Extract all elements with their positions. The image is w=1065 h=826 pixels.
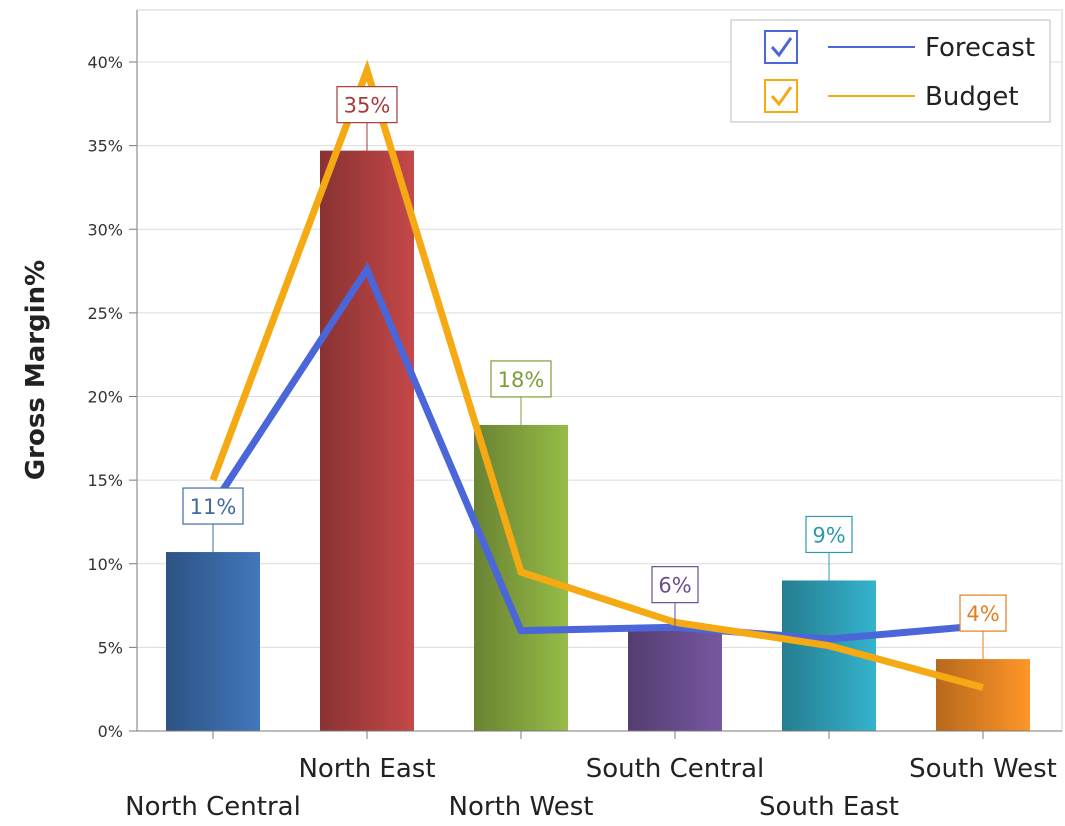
legend-checkbox[interactable] (764, 30, 798, 64)
x-tick-label: North West (449, 792, 594, 822)
y-tick-label: 35% (87, 137, 123, 156)
x-tick-label: South Central (586, 754, 765, 784)
x-axis: North Central North East North West South C… (125, 730, 1062, 822)
data-label: 9% (812, 523, 845, 547)
data-label-box (959, 594, 1007, 632)
data-label: 4% (966, 602, 999, 626)
line-forecast (210, 261, 984, 643)
lines (209, 59, 984, 691)
data-label-box (182, 487, 244, 525)
y-tick-label: 15% (87, 471, 123, 490)
bar-south-central (628, 630, 722, 731)
y-tick-label: 40% (87, 53, 123, 72)
y-tick-label: 30% (87, 220, 123, 239)
y-tick-label: 5% (98, 638, 123, 657)
legend-label: Budget (925, 82, 1019, 112)
data-label: 11% (190, 495, 237, 519)
legend-label: Forecast (925, 33, 1035, 63)
legend-item-budget[interactable]: Budget (764, 79, 1019, 113)
y-tick-label: 10% (87, 555, 123, 574)
bar-south-west (936, 659, 1030, 731)
y-axis: 0% 5% 10% 15% 20% 25% 30% 35% 40% (87, 10, 138, 741)
legend: Forecast Budget (730, 19, 1051, 123)
y-tick-label: 20% (87, 388, 123, 407)
y-tick-label: 0% (98, 722, 123, 741)
data-label-box (490, 360, 552, 398)
x-tick-label: South West (909, 754, 1057, 784)
data-label: 35% (344, 94, 391, 118)
check-icon (770, 86, 793, 107)
y-tick-label: 25% (87, 304, 123, 323)
data-label-box (336, 86, 398, 124)
y-axis-title: Gross Margin% (21, 260, 51, 480)
check-icon (770, 37, 793, 58)
x-tick-label: South East (759, 792, 899, 822)
data-label-box (805, 515, 853, 554)
legend-checkbox[interactable] (764, 79, 798, 113)
bar-north-east (320, 150, 414, 731)
legend-item-forecast[interactable]: Forecast (764, 30, 1035, 64)
data-labels: 11% 35% 18% 6% 9% 4% (182, 86, 1007, 660)
x-tick-label: North East (298, 754, 435, 784)
data-label-box (651, 566, 699, 604)
bars (166, 150, 1030, 731)
bar-north-central (166, 552, 260, 731)
x-tick-label: North Central (125, 792, 301, 822)
data-label: 18% (498, 368, 545, 392)
data-label: 6% (658, 574, 691, 598)
line-budget (209, 59, 984, 691)
